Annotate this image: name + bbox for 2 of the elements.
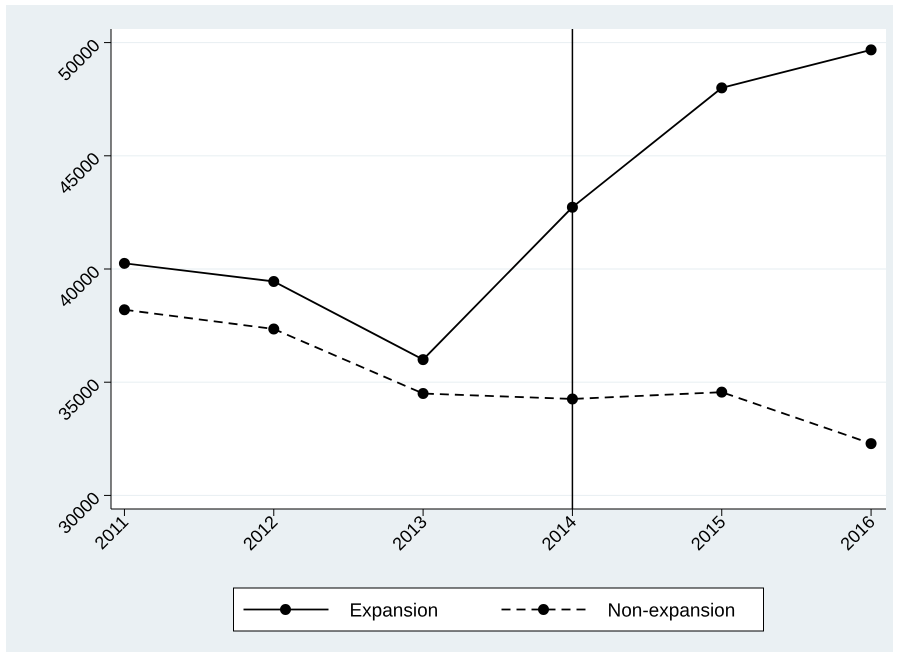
legend-label: Non-expansion bbox=[608, 600, 736, 622]
legend-label: Expansion bbox=[350, 600, 438, 622]
